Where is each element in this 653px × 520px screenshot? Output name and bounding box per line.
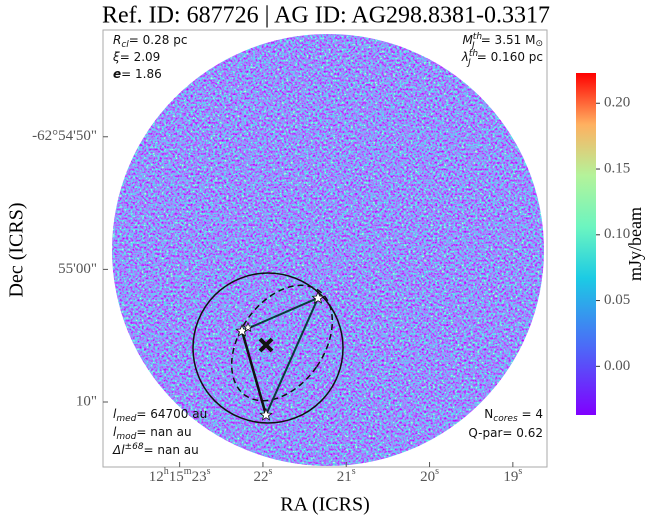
x-tick-label: 19s	[503, 466, 522, 485]
colorbar	[576, 73, 596, 415]
x-tick-label-part: 21	[337, 469, 352, 485]
x-tick-label-part: s	[518, 466, 522, 477]
core	[311, 290, 325, 304]
annotation: lmed= 64700 au	[113, 407, 207, 424]
x-tick-label-part: 22	[253, 469, 268, 485]
colorbar-tick-label: 0.10	[604, 226, 630, 242]
x-tick-label: 20s	[420, 466, 439, 485]
core	[259, 407, 273, 421]
cores	[235, 290, 325, 421]
y-tick-label: 10"	[76, 393, 97, 409]
annotation: Ncores = 4	[484, 407, 543, 424]
annotation: e= 1.86	[113, 67, 162, 81]
x-tick-label-part: m	[184, 466, 192, 477]
y-tick-label: -62°54'50"	[32, 128, 97, 144]
y-axis-label: Dec (ICRS)	[6, 203, 28, 298]
center-cross	[258, 337, 274, 353]
x-tick-label-part: s	[352, 466, 356, 477]
x-tick-label-part: 20	[420, 469, 435, 485]
annotation: ξ= 2.09	[112, 50, 160, 64]
annotation: Mth J = 3.51 M⊙	[462, 32, 543, 51]
annotation: lmod= nan au	[113, 425, 192, 442]
annotation: Δl±68= nan au	[112, 442, 199, 457]
x-tick-label-part: 19	[503, 469, 518, 485]
edge	[240, 330, 268, 416]
colorbar-tick-label: 0.20	[604, 95, 630, 111]
x-tick-label-part: 23	[192, 469, 207, 485]
colorbar-tick-label: 0.15	[604, 160, 630, 176]
core	[242, 321, 254, 333]
annotation: Q-par= 0.62	[468, 426, 543, 440]
x-tick-label: 12h15m23s	[149, 466, 211, 485]
colorbar-tick-label: 0.05	[604, 292, 630, 308]
annotation: Rcl= 0.28 pc	[113, 33, 187, 50]
x-tick-label-part: s	[435, 466, 439, 477]
x-tick-label-part: h	[164, 466, 169, 477]
x-tick-label-part: s	[207, 466, 211, 477]
ellipse	[230, 284, 334, 402]
x-tick-label-part: 15	[169, 469, 184, 485]
x-tick-label-part: 12	[149, 469, 164, 485]
cluster-circle	[192, 272, 344, 424]
x-tick-label: 22s	[253, 466, 272, 485]
overlay	[192, 272, 344, 424]
x-axis-label: RA (ICRS)	[280, 494, 369, 516]
y-tick-label: 55'00"	[58, 261, 97, 277]
annotation: λth J = 0.160 pc	[461, 49, 543, 68]
colorbar-tick-label: 0.00	[604, 358, 630, 374]
x-tick-label-part: s	[268, 466, 272, 477]
chart-title: Ref. ID: 687726 | AG ID: AG298.8381-0.33…	[102, 3, 550, 29]
colorbar-label: mJy/beam	[625, 207, 645, 281]
x-tick-label: 21s	[337, 466, 356, 485]
